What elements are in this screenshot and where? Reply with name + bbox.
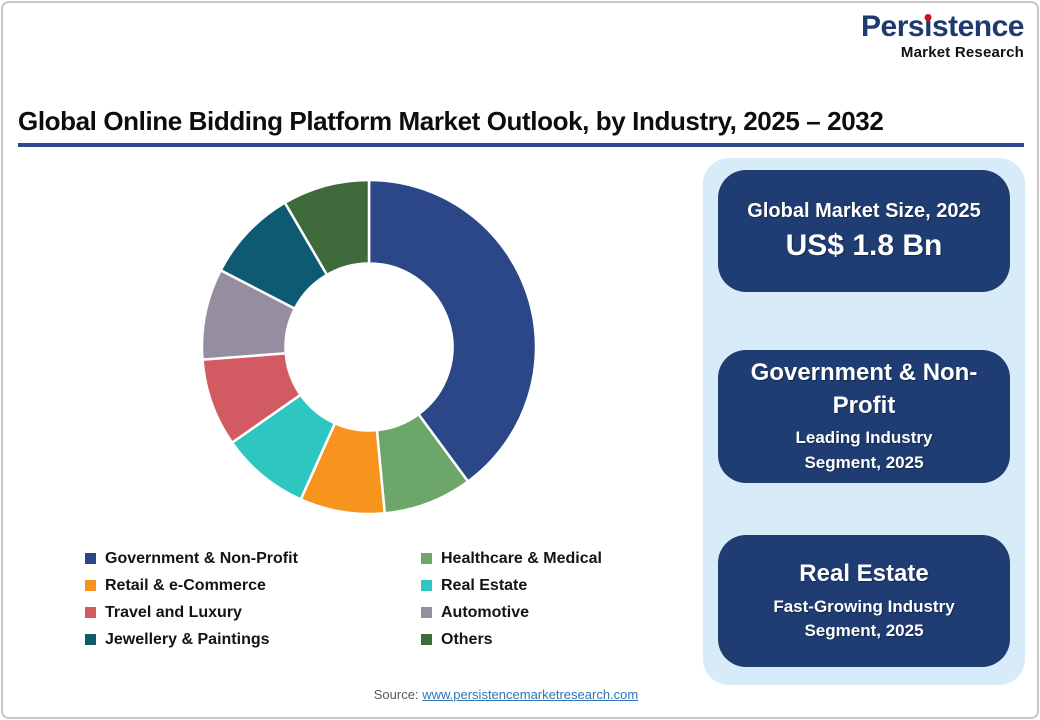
legend-swatch-icon [421,580,432,591]
chart-legend: Government & Non-Profit Healthcare & Medi… [85,545,602,653]
legend-swatch-icon [421,553,432,564]
market-size-card: Global Market Size, 2025 US$ 1.8 Bn [718,170,1010,292]
fast-growing-segment-name: Real Estate [799,560,929,588]
logo-text-pre: Pers [861,10,925,43]
legend-item-retail-e-commerce: Retail & e-Commerce [85,577,421,595]
market-size-title: Global Market Size, 2025 [747,199,981,222]
legend-label: Government & Non-Profit [105,549,298,567]
legend-swatch-icon [421,607,432,618]
legend-label: Healthcare & Medical [441,549,602,567]
legend-swatch-icon [85,580,96,591]
market-size-value: US$ 1.8 Bn [785,228,943,262]
legend-label: Automotive [441,603,529,621]
logo-subtitle: Market Research [900,44,1024,61]
legend-item-real-estate: Real Estate [421,577,602,595]
legend-swatch-icon [85,634,96,645]
legend-swatch-icon [85,607,96,618]
logo: Persistence Market Research [861,12,1024,61]
legend-item-others: Others [421,631,602,649]
logo-text-post: stence [931,10,1025,43]
leading-segment-caption: Leading Industry Segment, 2025 [795,428,933,472]
legend-label: Travel and Luxury [105,603,242,621]
legend-swatch-icon [421,634,432,645]
legend-item-travel-and-luxury: Travel and Luxury [85,604,421,622]
donut-segment-others [283,178,371,277]
fast-growing-segment-caption: Fast-Growing Industry Segment, 2025 [773,596,955,641]
legend-item-automotive: Automotive [421,604,602,622]
legend-label: Others [441,630,493,648]
legend-item-healthcare-medical: Healthcare & Medical [421,550,602,568]
legend-item-government-non-profit: Government & Non-Profit [85,550,421,568]
logo-red-dot-i: i [924,10,932,43]
highlights-panel: Global Market Size, 2025 US$ 1.8 Bn Gove… [703,158,1025,685]
leading-segment-name: Government & Non-Profit [750,359,978,419]
donut-segment-government-non-profit [367,178,538,483]
source-link[interactable]: www.persistencemarketresearch.com [422,687,639,702]
legend-label: Real Estate [441,576,528,594]
title-underline [18,143,1024,147]
fast-growing-segment-card: Real Estate Fast-Growing Industry Segmen… [718,535,1010,667]
page-title: Global Online Bidding Platform Market Ou… [18,106,884,136]
legend-swatch-icon [85,553,96,564]
donut-chart [200,178,538,516]
source-line: Source: www.persistencemarketresearch.co… [0,687,1012,702]
legend-label: Jewellery & Paintings [105,630,270,648]
legend-item-jewellery-paintings: Jewellery & Paintings [85,631,421,649]
leading-segment-card: Government & Non-Profit Leading Industry… [718,350,1010,483]
logo-wordmark: Persistence [861,12,1024,42]
source-label: Source: [373,687,419,702]
legend-label: Retail & e-Commerce [105,576,266,594]
